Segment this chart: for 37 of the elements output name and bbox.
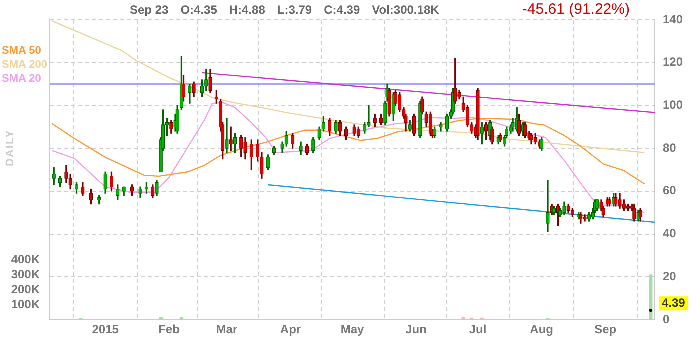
y-tick-label: 0	[663, 312, 670, 326]
bar	[159, 317, 163, 320]
x-tick-label: Sep	[594, 322, 617, 337]
candlestick	[367, 105, 371, 128]
text: -45.61 (91.22%)	[522, 1, 630, 18]
x-tick-label: Feb	[158, 322, 180, 337]
y-tick-label: 100	[663, 98, 684, 112]
text: C:4.39	[324, 3, 360, 18]
y2-tick-label: 300K	[11, 267, 40, 282]
y-tick-label: 80	[663, 140, 677, 155]
annotation: 4.39	[662, 296, 686, 310]
x-tick-label: Jun	[406, 322, 427, 337]
text: L:3.79	[277, 3, 312, 18]
text: SMA 200	[2, 58, 48, 72]
text: SMA 50	[2, 44, 42, 58]
y2-tick-label: 400K	[11, 252, 40, 266]
candlestick	[546, 180, 550, 232]
text: O:4.35	[180, 3, 218, 18]
y-tick-label: 20	[663, 269, 677, 284]
y-tick-label: 140	[663, 12, 684, 26]
y-tick-label: 120	[663, 55, 684, 70]
bar	[649, 274, 653, 320]
y-tick-label: 60	[663, 184, 677, 198]
x-tick-label: 2015	[92, 322, 120, 337]
x-tick-label: Aug	[530, 322, 554, 337]
text: Sep 23	[130, 3, 169, 18]
x-tick-label: Jul	[469, 322, 487, 337]
x-tick-label: Apr	[280, 322, 302, 337]
x-tick-label: May	[340, 322, 364, 337]
y2-tick-label: 200K	[11, 282, 40, 296]
text: SMA 20	[2, 72, 42, 86]
text: Vol:300.18K	[372, 3, 440, 18]
x-tick-label: Mar	[216, 322, 238, 337]
text: H:4.88	[229, 3, 266, 18]
y2-tick-label: 100K	[11, 297, 40, 312]
y-tick-label: 40	[663, 226, 677, 241]
bar	[462, 317, 466, 320]
